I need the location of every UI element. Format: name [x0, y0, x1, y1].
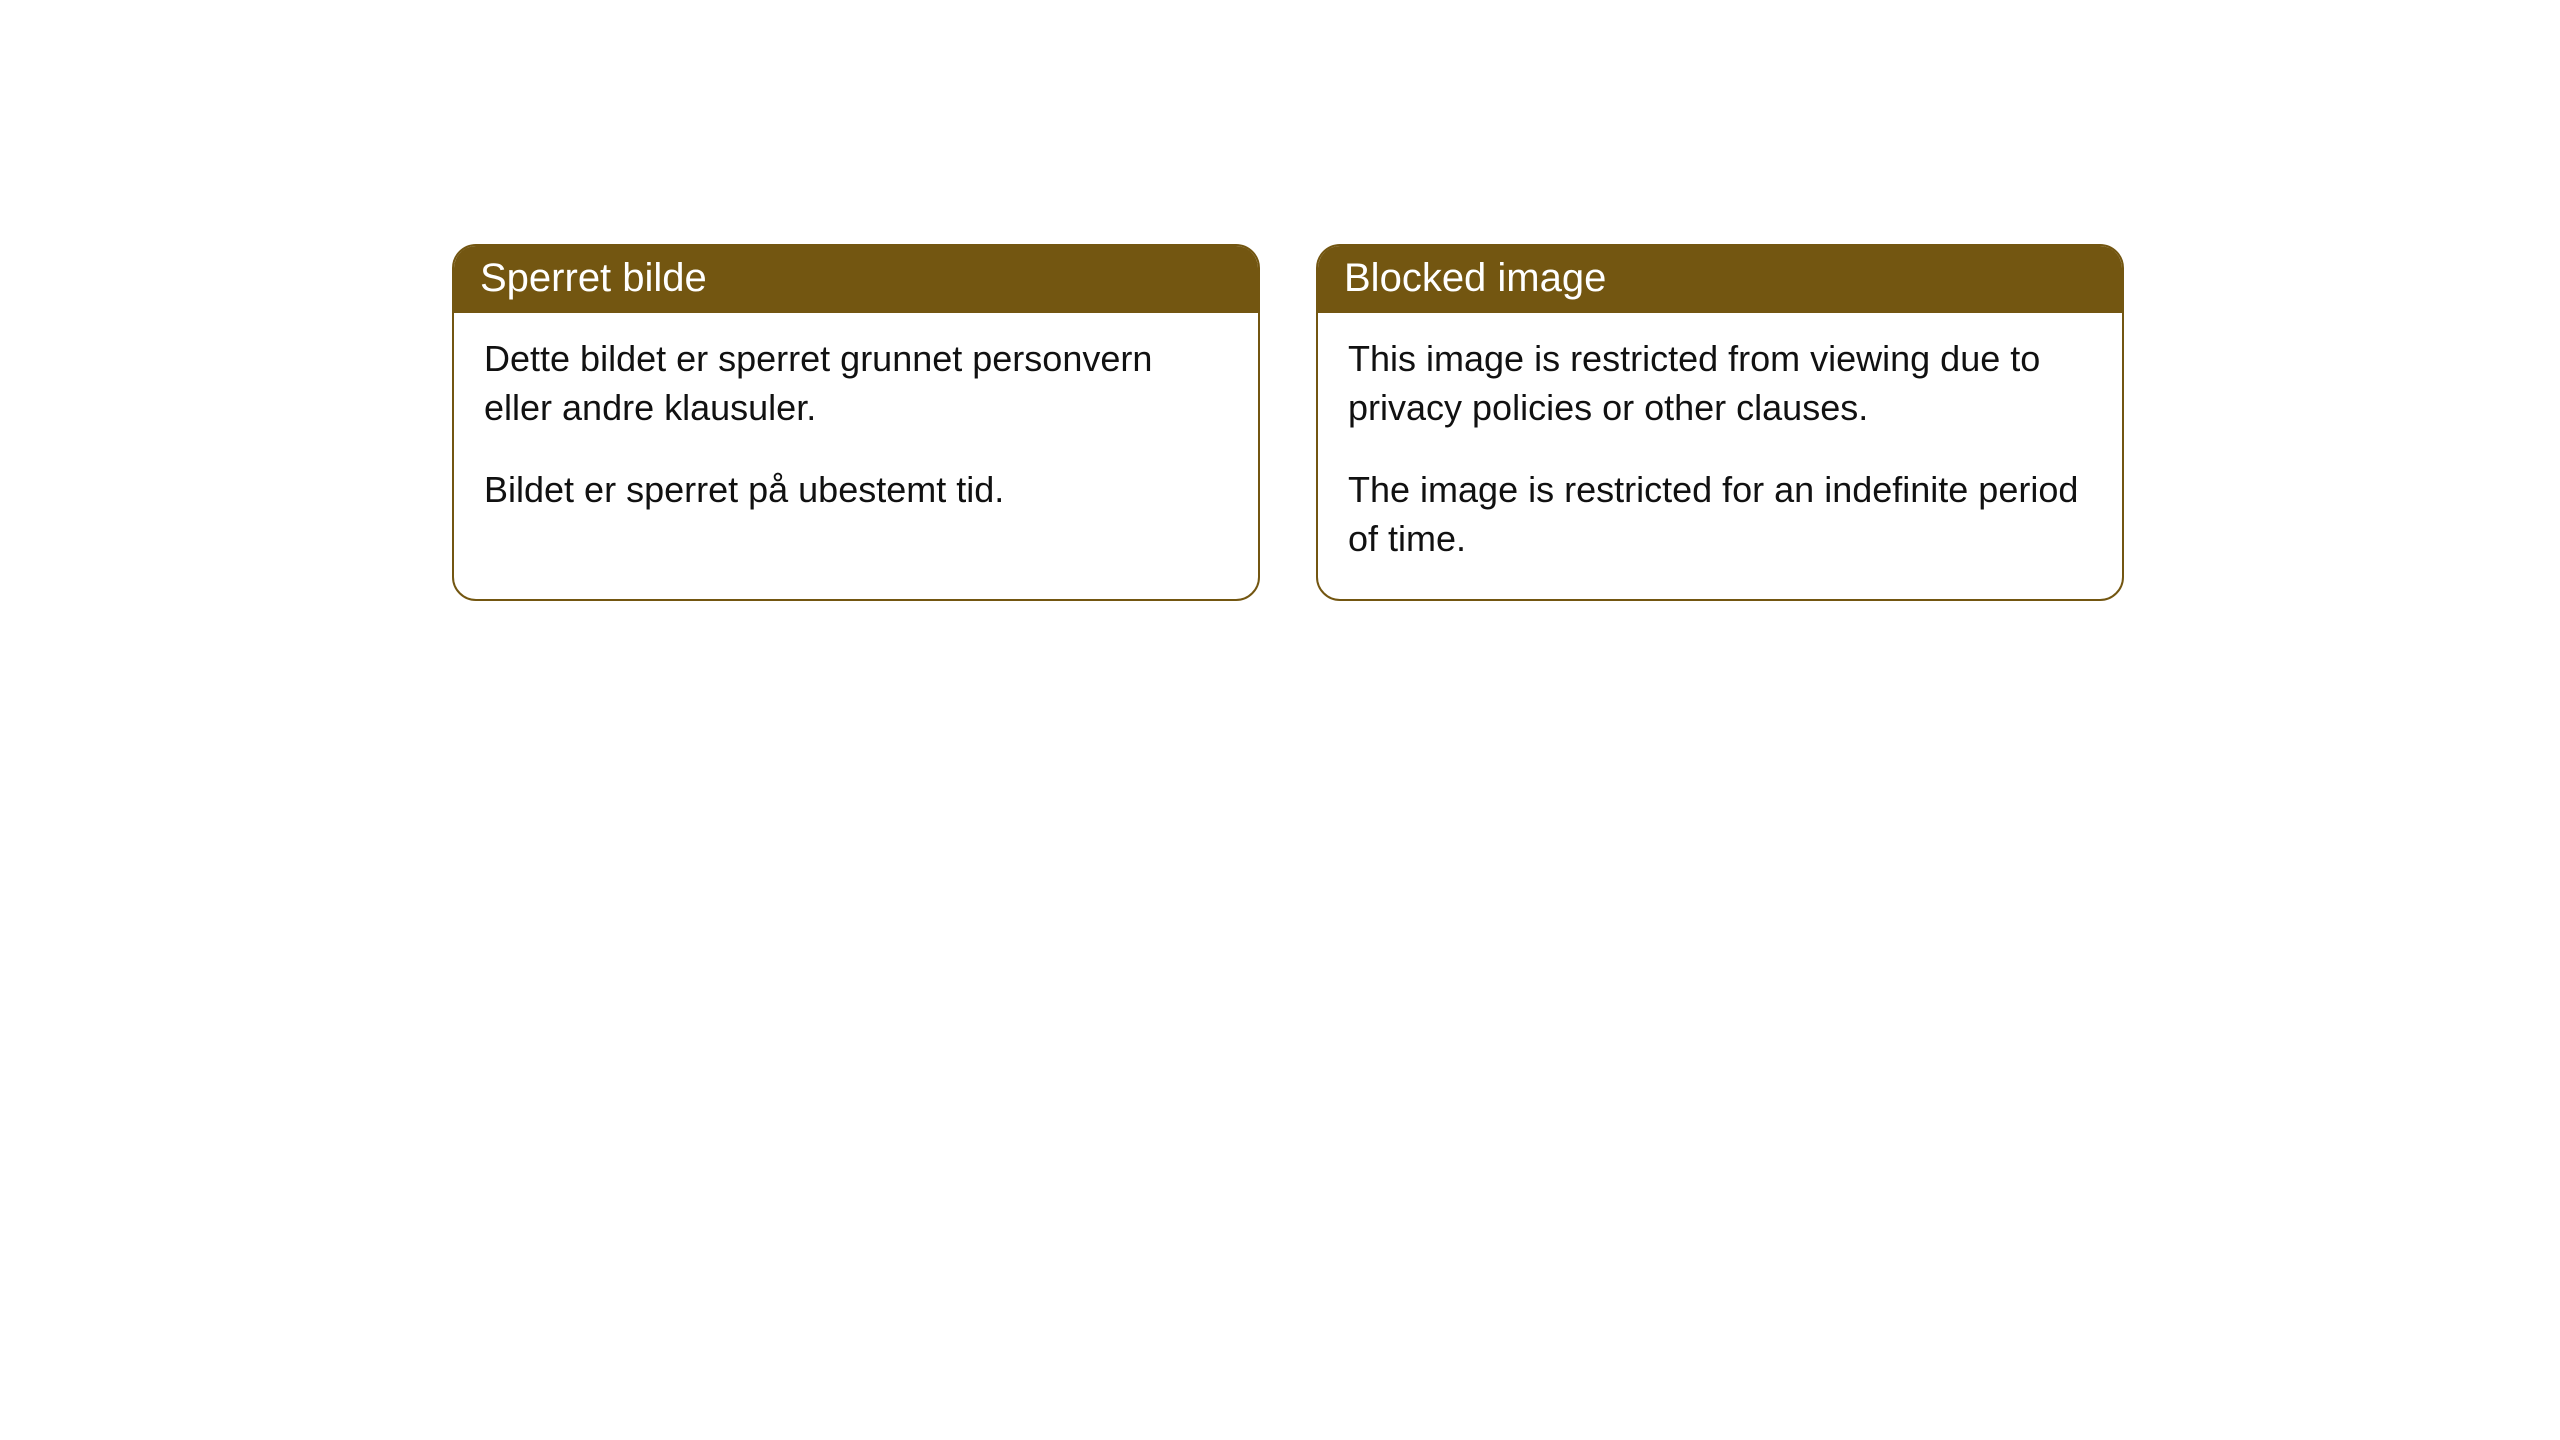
card-paragraph-1-english: This image is restricted from viewing du… — [1348, 335, 2092, 432]
card-paragraph-2-norwegian: Bildet er sperret på ubestemt tid. — [484, 466, 1228, 515]
card-header-norwegian: Sperret bilde — [454, 246, 1258, 313]
card-body-norwegian: Dette bildet er sperret grunnet personve… — [454, 313, 1258, 551]
blocked-image-card-english: Blocked image This image is restricted f… — [1316, 244, 2124, 601]
cards-container: Sperret bilde Dette bildet er sperret gr… — [452, 244, 2124, 601]
card-body-english: This image is restricted from viewing du… — [1318, 313, 2122, 599]
card-paragraph-1-norwegian: Dette bildet er sperret grunnet personve… — [484, 335, 1228, 432]
card-header-english: Blocked image — [1318, 246, 2122, 313]
card-paragraph-2-english: The image is restricted for an indefinit… — [1348, 466, 2092, 563]
blocked-image-card-norwegian: Sperret bilde Dette bildet er sperret gr… — [452, 244, 1260, 601]
